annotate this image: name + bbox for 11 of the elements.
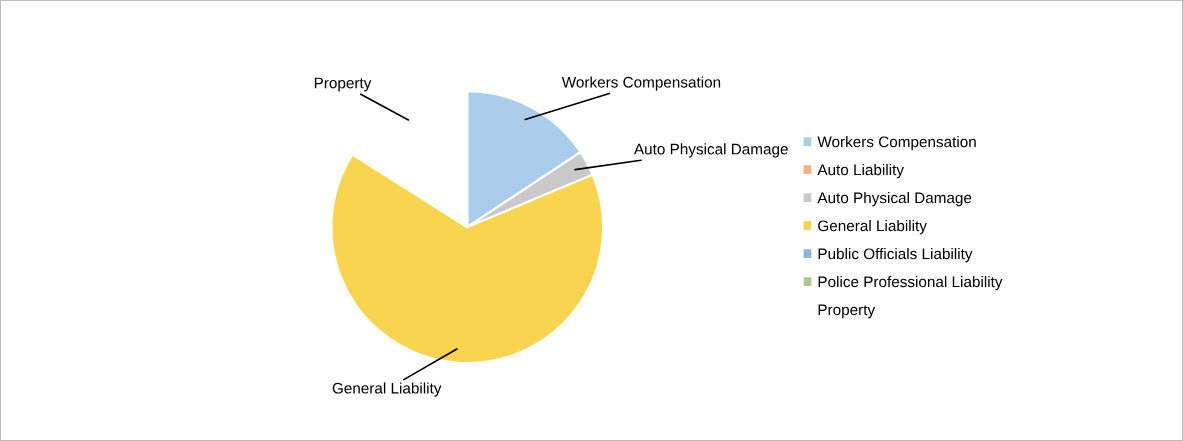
- legend-label: Workers Compensation: [817, 136, 976, 151]
- legend-label: Auto Physical Damage: [817, 192, 972, 207]
- slice-label: Auto Physical Damage: [633, 143, 788, 158]
- legend-label: General Liability: [818, 219, 927, 235]
- legend-label: Police Professional Liability: [818, 275, 1003, 291]
- slice-label: Property: [314, 77, 372, 92]
- slice-label: Workers Compensation: [561, 76, 721, 91]
- legend-label: Public Officials Liability: [818, 247, 973, 263]
- legend-label: Auto Liability: [817, 164, 904, 179]
- slice-label: General Liability: [332, 382, 442, 397]
- category-label: Property: [818, 304, 876, 319]
